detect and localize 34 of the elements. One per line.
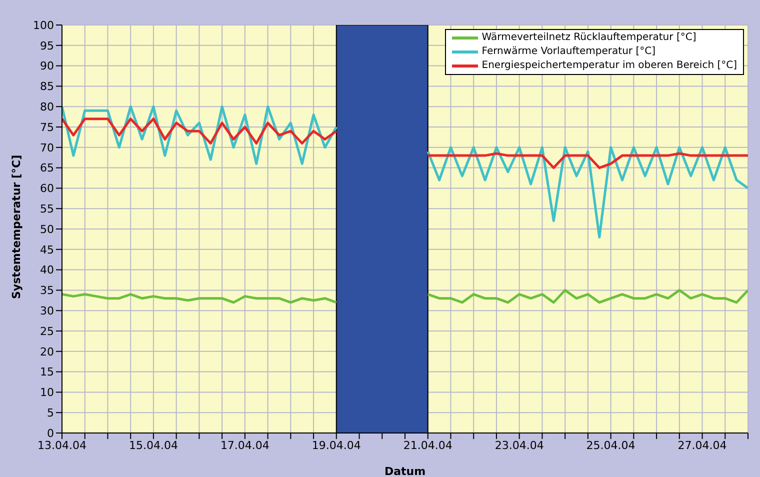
y-tick-label: 30 — [40, 304, 54, 318]
y-tick-label: 100 — [33, 18, 54, 32]
y-tick-label: 15 — [40, 366, 54, 379]
y-tick-label: 80 — [40, 100, 54, 114]
y-axis-title: Systemtemperatur [°C] — [10, 154, 23, 299]
y-tick-label: 0 — [47, 426, 54, 440]
x-tick-label: 21.04.04 — [403, 438, 452, 452]
y-tick-label: 35 — [40, 284, 54, 298]
y-tick-label: 20 — [40, 345, 54, 358]
legend-label: Energiespeichertemperatur im oberen Bereich [°C] — [482, 59, 737, 73]
y-tick-label: 45 — [40, 243, 54, 256]
x-tick-label: 25.04.04 — [586, 438, 636, 452]
y-tick-label: 65 — [40, 162, 54, 175]
y-tick-label: 40 — [40, 264, 54, 277]
x-tick-label: 23.04.04 — [494, 438, 544, 452]
y-tick-label: 90 — [40, 60, 54, 73]
x-tick-label: 15.04.04 — [128, 438, 178, 452]
y-tick-label: 95 — [40, 39, 54, 52]
x-tick-label: 19.04.04 — [312, 438, 361, 452]
y-tick-label: 50 — [40, 222, 54, 236]
x-tick-label: 13.04.04 — [38, 438, 86, 452]
y-tick-label: 75 — [40, 120, 54, 134]
x-tick-label: 27.04.04 — [678, 438, 727, 452]
y-tick-label: 70 — [40, 141, 54, 154]
legend-label: Wärmeverteilnetz Rücklauftemperatur [°C] — [482, 31, 696, 45]
legend-label: Fernwärme Vorlauftemperatur [°C] — [482, 45, 656, 59]
y-tick-label: 10 — [40, 386, 54, 400]
y-tick-label: 60 — [40, 182, 54, 196]
y-tick-label: 55 — [40, 202, 54, 216]
y-tick-label: 25 — [40, 324, 54, 338]
y-tick-label: 85 — [40, 80, 54, 94]
x-tick-label: 17.04.04 — [220, 438, 270, 452]
x-axis-title: Datum — [384, 465, 426, 477]
y-tick-label: 5 — [47, 406, 54, 420]
